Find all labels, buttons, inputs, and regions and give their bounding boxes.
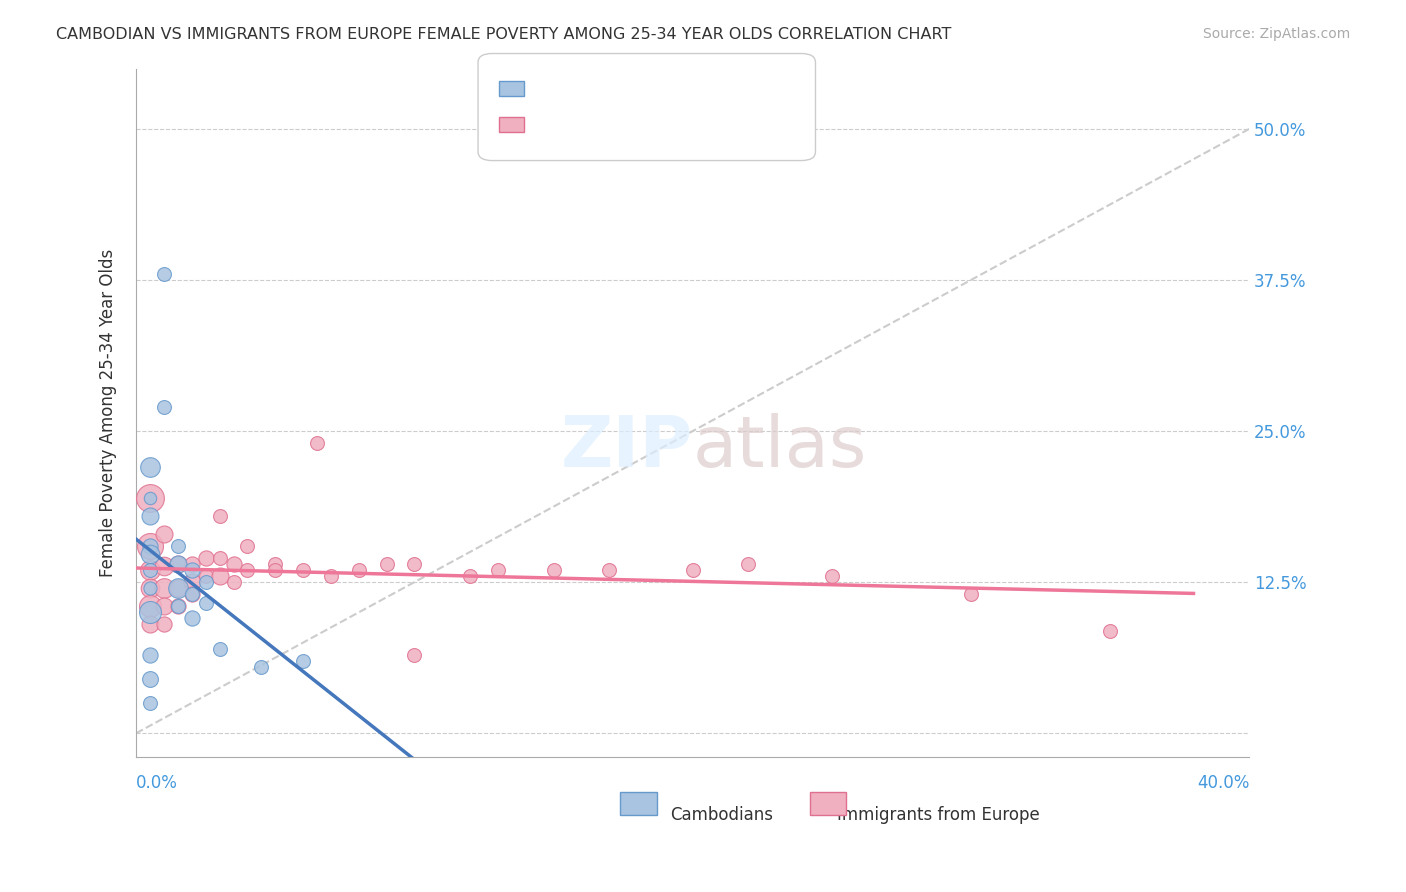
Point <box>139 539 162 553</box>
Point <box>598 563 620 577</box>
Point <box>139 563 162 577</box>
Point <box>166 539 188 553</box>
Point <box>139 581 162 595</box>
Point <box>180 587 202 601</box>
Point <box>236 563 259 577</box>
Point <box>194 575 217 590</box>
Point <box>194 551 217 566</box>
Point <box>737 557 759 571</box>
Point <box>208 508 231 523</box>
Point <box>222 557 245 571</box>
Point <box>153 267 176 281</box>
Point <box>139 648 162 662</box>
Point <box>292 563 315 577</box>
Point <box>139 508 162 523</box>
Point <box>166 581 188 595</box>
Point <box>139 581 162 595</box>
Point <box>960 587 983 601</box>
Point <box>250 659 273 673</box>
Point <box>139 696 162 710</box>
Point <box>153 559 176 574</box>
Point <box>208 569 231 583</box>
Text: atlas: atlas <box>693 413 868 482</box>
Point <box>139 617 162 632</box>
Point <box>153 599 176 614</box>
Point <box>180 575 202 590</box>
Point <box>139 547 162 561</box>
Point <box>305 436 328 450</box>
Point <box>153 581 176 595</box>
Point <box>166 599 188 614</box>
Point <box>139 599 162 614</box>
Point <box>166 557 188 571</box>
Text: Immigrants from Europe: Immigrants from Europe <box>838 805 1040 823</box>
FancyBboxPatch shape <box>620 792 657 814</box>
Text: 0.0%: 0.0% <box>136 774 179 792</box>
Point <box>292 654 315 668</box>
Text: Cambodians: Cambodians <box>671 805 773 823</box>
Point <box>194 569 217 583</box>
Point <box>821 569 844 583</box>
Point <box>180 557 202 571</box>
Point <box>543 563 565 577</box>
Point <box>139 460 162 475</box>
Point <box>180 587 202 601</box>
Point <box>166 557 188 571</box>
Point <box>180 611 202 625</box>
Point <box>375 557 398 571</box>
Text: CAMBODIAN VS IMMIGRANTS FROM EUROPE FEMALE POVERTY AMONG 25-34 YEAR OLDS CORRELA: CAMBODIAN VS IMMIGRANTS FROM EUROPE FEMA… <box>56 27 952 42</box>
Text: Source: ZipAtlas.com: Source: ZipAtlas.com <box>1202 27 1350 41</box>
Point <box>153 400 176 414</box>
Point <box>153 526 176 541</box>
Point <box>139 606 162 620</box>
Point <box>139 672 162 686</box>
Point <box>139 491 162 505</box>
Point <box>319 569 342 583</box>
Point <box>139 491 162 505</box>
Point <box>347 563 370 577</box>
Text: R = -0.337   N = 44: R = -0.337 N = 44 <box>513 116 664 130</box>
Point <box>264 563 287 577</box>
Point <box>139 539 162 553</box>
Point <box>194 596 217 610</box>
Text: R =  0.157   N = 25: R = 0.157 N = 25 <box>513 80 662 95</box>
Point <box>153 617 176 632</box>
Point <box>458 569 481 583</box>
Y-axis label: Female Poverty Among 25-34 Year Olds: Female Poverty Among 25-34 Year Olds <box>100 249 117 577</box>
Point <box>264 557 287 571</box>
Point <box>1098 624 1121 638</box>
Point <box>404 557 426 571</box>
Point <box>682 563 704 577</box>
Text: ZIP: ZIP <box>561 413 693 482</box>
Point <box>180 563 202 577</box>
Point <box>404 648 426 662</box>
Point <box>236 539 259 553</box>
Point <box>139 563 162 577</box>
Point <box>208 641 231 656</box>
Text: 40.0%: 40.0% <box>1197 774 1249 792</box>
Point <box>486 563 509 577</box>
Point <box>166 581 188 595</box>
Point <box>166 599 188 614</box>
Point <box>208 551 231 566</box>
Point <box>222 575 245 590</box>
FancyBboxPatch shape <box>810 792 846 814</box>
